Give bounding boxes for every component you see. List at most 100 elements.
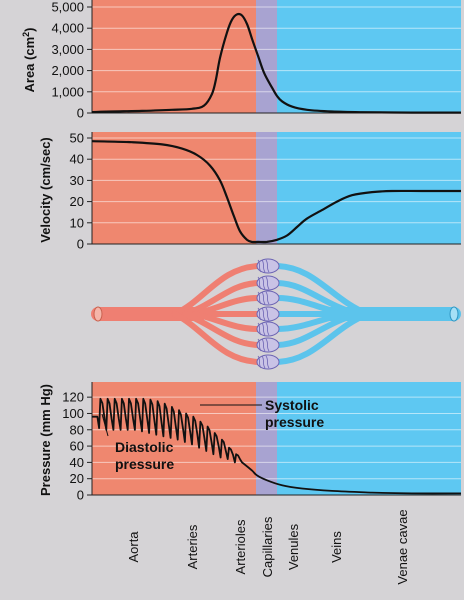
pressure-tick-label: 40	[70, 455, 84, 470]
velocity-gridlines	[92, 137, 461, 224]
diastolic-label-line1: Diastolic	[115, 439, 174, 455]
capillary-mesh-line	[265, 259, 270, 273]
capillary-mesh-line	[257, 322, 262, 336]
area-panel: 0 1,000 2,000 3,000 4,000 5,000 Area (cm2)	[21, 0, 461, 121]
label-capillaries: Capillaries	[260, 516, 275, 577]
pressure-gridlines	[92, 396, 461, 480]
venous-tree	[275, 263, 461, 365]
velocity-curve	[91, 140, 461, 244]
diastolic-leader	[101, 413, 109, 437]
label-venules: Venules	[286, 523, 301, 570]
capillary-mesh-line	[257, 355, 262, 369]
label-arterioles: Arterioles	[233, 519, 248, 574]
pressure-venous-band	[277, 382, 461, 495]
capillary-mesh-line	[265, 355, 270, 369]
label-arteries: Arteries	[185, 524, 200, 569]
capillary-bed	[256, 306, 280, 322]
artery-branch-6	[182, 311, 261, 348]
capillary-mesh-line	[257, 259, 262, 273]
capillary-mesh-line	[265, 338, 270, 352]
label-venae-cavae: Venae cavae	[395, 509, 410, 584]
pressure-tick-label: 20	[70, 471, 84, 486]
capillary-mesh-line	[265, 291, 270, 305]
label-veins: Veins	[329, 531, 344, 563]
pressure-tick-label: 0	[77, 488, 84, 503]
artery-branch-7	[172, 311, 261, 365]
area-arterial-band	[92, 0, 256, 113]
pressure-y-label: Pressure (mm Hg)	[38, 384, 53, 496]
area-venous-band	[277, 0, 461, 113]
pressure-tick-label: 80	[70, 422, 84, 437]
velocity-capillary-band	[256, 132, 277, 244]
pressure-tick-label: 120	[62, 390, 84, 405]
vein-branch-7	[275, 311, 371, 365]
vessel-diagram	[91, 258, 461, 370]
arterial-tree	[91, 263, 261, 365]
velocity-y-label: Velocity (cm/sec)	[38, 137, 53, 243]
systolic-label-line2: pressure	[265, 414, 324, 430]
pressure-tick-label: 100	[62, 406, 84, 421]
area-gridlines	[92, 6, 461, 93]
capillary-mesh-line	[257, 276, 262, 290]
velocity-tick-label: 10	[70, 215, 84, 230]
velocity-tick-label: 30	[70, 173, 84, 188]
velocity-panel: 0 10 20 30 40 50 Velocity (cm/sec)	[38, 131, 461, 252]
capillary-mesh-line	[261, 276, 266, 290]
area-tick-label: 5,000	[51, 0, 84, 15]
velocity-tick-label: 50	[70, 131, 84, 146]
capillary-mesh-line	[261, 322, 266, 336]
artery-branch-1	[172, 263, 261, 317]
capillary-mesh-line	[261, 291, 266, 305]
area-y-label: Area (cm2)	[21, 28, 37, 93]
artery-branch-5	[192, 311, 261, 332]
aorta-opening	[93, 306, 103, 322]
artery-branch-2	[182, 280, 261, 317]
pressure-tick-label: 60	[70, 439, 84, 454]
velocity-arterial-band	[92, 132, 256, 244]
vein-branch-6	[275, 311, 361, 348]
diastolic-label-line2: pressure	[115, 456, 174, 472]
area-tick-label: 2,000	[51, 63, 84, 78]
capillary-mesh-line	[261, 355, 266, 369]
capillary-mesh-line	[265, 322, 270, 336]
velocity-tick-label: 20	[70, 194, 84, 209]
capillary-beds	[256, 258, 280, 370]
label-aorta: Aorta	[126, 531, 141, 563]
capillary-mesh-line	[261, 338, 266, 352]
capillary-mesh-line	[265, 276, 270, 290]
capillary-mesh-line	[261, 259, 266, 273]
capillary-bed	[256, 337, 280, 353]
systolic-label-line1: Systolic	[265, 397, 319, 413]
capillary-mesh-line	[261, 307, 266, 321]
pressure-curve	[91, 397, 462, 495]
capillary-bed	[256, 354, 280, 370]
pressure-arterial-band	[92, 382, 256, 495]
vein-branch-5	[275, 311, 348, 332]
area-tick-label: 1,000	[51, 84, 84, 99]
velocity-tick-label: 40	[70, 152, 84, 167]
capillary-bed	[256, 290, 280, 306]
vena-cava-opening	[449, 306, 459, 322]
vein-branch-1	[275, 263, 371, 317]
x-category-labels: Aorta Arteries Arterioles Capillaries Ve…	[126, 509, 410, 584]
velocity-tick-label: 0	[77, 237, 84, 252]
area-tick-label: 0	[77, 106, 84, 121]
capillary-bed	[256, 275, 280, 291]
area-tick-label: 4,000	[51, 21, 84, 36]
area-y-ticks: 0 1,000 2,000 3,000 4,000 5,000	[51, 0, 92, 121]
capillary-bed	[256, 258, 280, 274]
area-curve	[91, 12, 461, 114]
capillary-mesh-line	[257, 291, 262, 305]
capillary-mesh-line	[257, 338, 262, 352]
vein-branch-2	[275, 280, 361, 317]
area-tick-label: 3,000	[51, 42, 84, 57]
capillary-mesh-line	[265, 307, 270, 321]
pressure-capillary-band	[256, 382, 277, 495]
capillary-mesh-line	[257, 307, 262, 321]
velocity-y-ticks: 0 10 20 30 40 50	[70, 131, 92, 252]
velocity-venous-band	[277, 132, 461, 244]
capillary-bed	[256, 321, 280, 337]
